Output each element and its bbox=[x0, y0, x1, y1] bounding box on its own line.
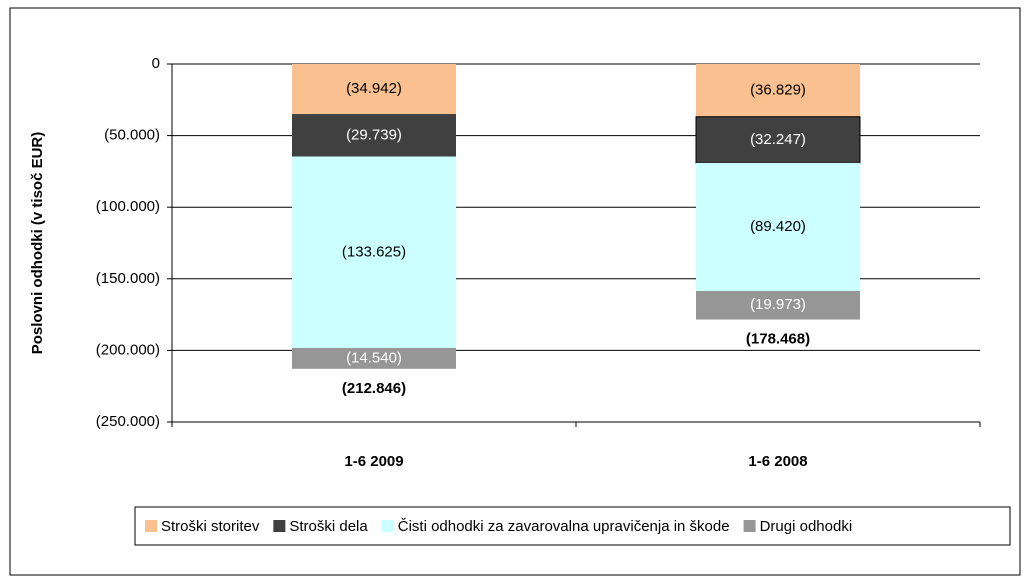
y-tick-label: (200.000) bbox=[96, 341, 160, 358]
y-tick-label: 0 bbox=[152, 55, 160, 72]
legend-label: Drugi odhodki bbox=[760, 518, 853, 535]
legend-label: Stroški dela bbox=[289, 518, 368, 535]
y-tick-label: (150.000) bbox=[96, 270, 160, 287]
bar-segment bbox=[696, 162, 860, 291]
legend-swatch bbox=[145, 520, 157, 532]
data-label: (32.247) bbox=[750, 131, 806, 148]
legend-swatch bbox=[381, 520, 394, 532]
data-label: (36.829) bbox=[750, 81, 806, 98]
bar-segment bbox=[292, 114, 456, 157]
data-label: (14.540) bbox=[346, 349, 402, 366]
y-tick-label: (100.000) bbox=[96, 198, 160, 215]
bar-segment bbox=[696, 64, 860, 117]
y-axis-label: Poslovni odhodki (v tisoč EUR) bbox=[29, 132, 46, 355]
bar-segment bbox=[696, 290, 860, 320]
x-tick-label: 1-6 2008 bbox=[748, 453, 807, 470]
total-label: (212.846) bbox=[342, 380, 406, 397]
x-tick-label: 1-6 2009 bbox=[344, 453, 403, 470]
legend-swatch bbox=[743, 520, 756, 532]
y-tick-label: (50.000) bbox=[104, 127, 160, 144]
bar-segment bbox=[695, 116, 861, 164]
y-tick-label: (250.000) bbox=[96, 413, 160, 430]
data-label: (19.973) bbox=[750, 296, 806, 313]
legend-swatch bbox=[273, 520, 286, 532]
data-label: (133.625) bbox=[342, 243, 406, 260]
data-label: (34.942) bbox=[346, 80, 402, 97]
legend-label: Stroški storitev bbox=[161, 518, 260, 535]
total-label: (178.468) bbox=[746, 331, 810, 348]
data-label: (29.739) bbox=[346, 126, 402, 143]
bar-segment bbox=[292, 347, 456, 369]
legend-label: Čisti odhodki za zavarovalna upravičenja… bbox=[398, 518, 730, 535]
bar-segment bbox=[292, 64, 456, 115]
data-label: (89.420) bbox=[750, 218, 806, 235]
bar-segment bbox=[292, 156, 456, 348]
chart-frame bbox=[9, 7, 1021, 576]
